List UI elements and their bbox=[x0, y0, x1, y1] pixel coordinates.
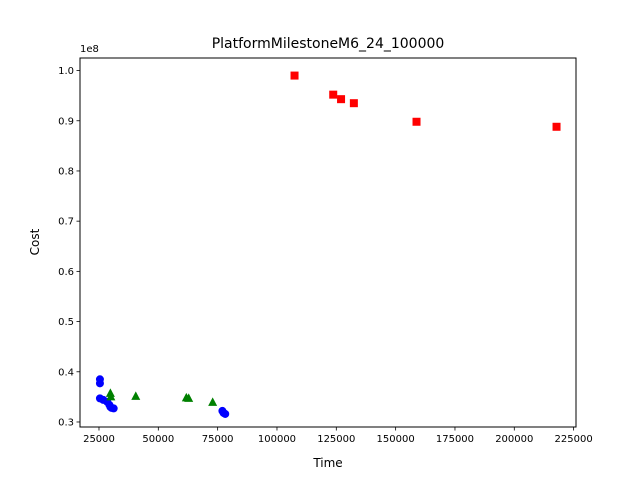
x-axis-label: Time bbox=[312, 456, 342, 470]
data-point-triangle bbox=[131, 391, 141, 400]
y-tick-label: 0.4 bbox=[58, 367, 74, 378]
x-tick-label: 225000 bbox=[555, 434, 593, 445]
data-markers bbox=[95, 71, 561, 418]
data-point-triangle bbox=[105, 388, 115, 397]
x-tick-label: 125000 bbox=[317, 434, 355, 445]
x-tick-label: 25000 bbox=[83, 434, 115, 445]
x-tick-label: 100000 bbox=[258, 434, 296, 445]
y-tick-label: 0.8 bbox=[58, 166, 74, 177]
data-point-triangle bbox=[106, 391, 116, 401]
data-point-square bbox=[290, 71, 299, 80]
y-tick-label: 1.0 bbox=[58, 66, 74, 77]
data-point-triangle bbox=[184, 393, 194, 402]
data-point-circle bbox=[109, 404, 118, 413]
y-tick-label: 0.9 bbox=[58, 116, 74, 127]
y-tick-label: 0.3 bbox=[58, 417, 74, 428]
y-tick-label: 0.5 bbox=[58, 317, 74, 328]
y-axis-label: Cost bbox=[28, 228, 42, 255]
x-tick-label: 150000 bbox=[377, 434, 415, 445]
x-tick-label: 200000 bbox=[495, 434, 533, 445]
x-tick-label: 75000 bbox=[202, 434, 234, 445]
data-point-circle bbox=[95, 379, 104, 388]
y-tick-label: 0.6 bbox=[58, 267, 74, 278]
data-point-square bbox=[337, 95, 346, 104]
data-point-square bbox=[412, 117, 421, 126]
y-axis-ticks: 0.3 0.4 0.5 0.6 0.7 0.8 0.9 1.0 bbox=[58, 66, 80, 428]
plot-frame bbox=[79, 57, 577, 428]
data-point-square bbox=[329, 90, 338, 99]
y-tick-label: 0.7 bbox=[58, 217, 74, 228]
x-tick-label: 175000 bbox=[436, 434, 474, 445]
data-point-triangle bbox=[208, 397, 218, 406]
data-point-square bbox=[552, 122, 561, 131]
data-point-circle bbox=[221, 409, 230, 418]
y-offset-label: 1e8 bbox=[80, 44, 99, 55]
x-axis-ticks: 25000 50000 75000 100000 125000 150000 175000 2… bbox=[83, 427, 593, 445]
chart-title: PlatformMilestoneM6_24_100000 bbox=[212, 36, 445, 52]
x-tick-label: 50000 bbox=[142, 434, 174, 445]
data-point-square bbox=[349, 99, 358, 108]
